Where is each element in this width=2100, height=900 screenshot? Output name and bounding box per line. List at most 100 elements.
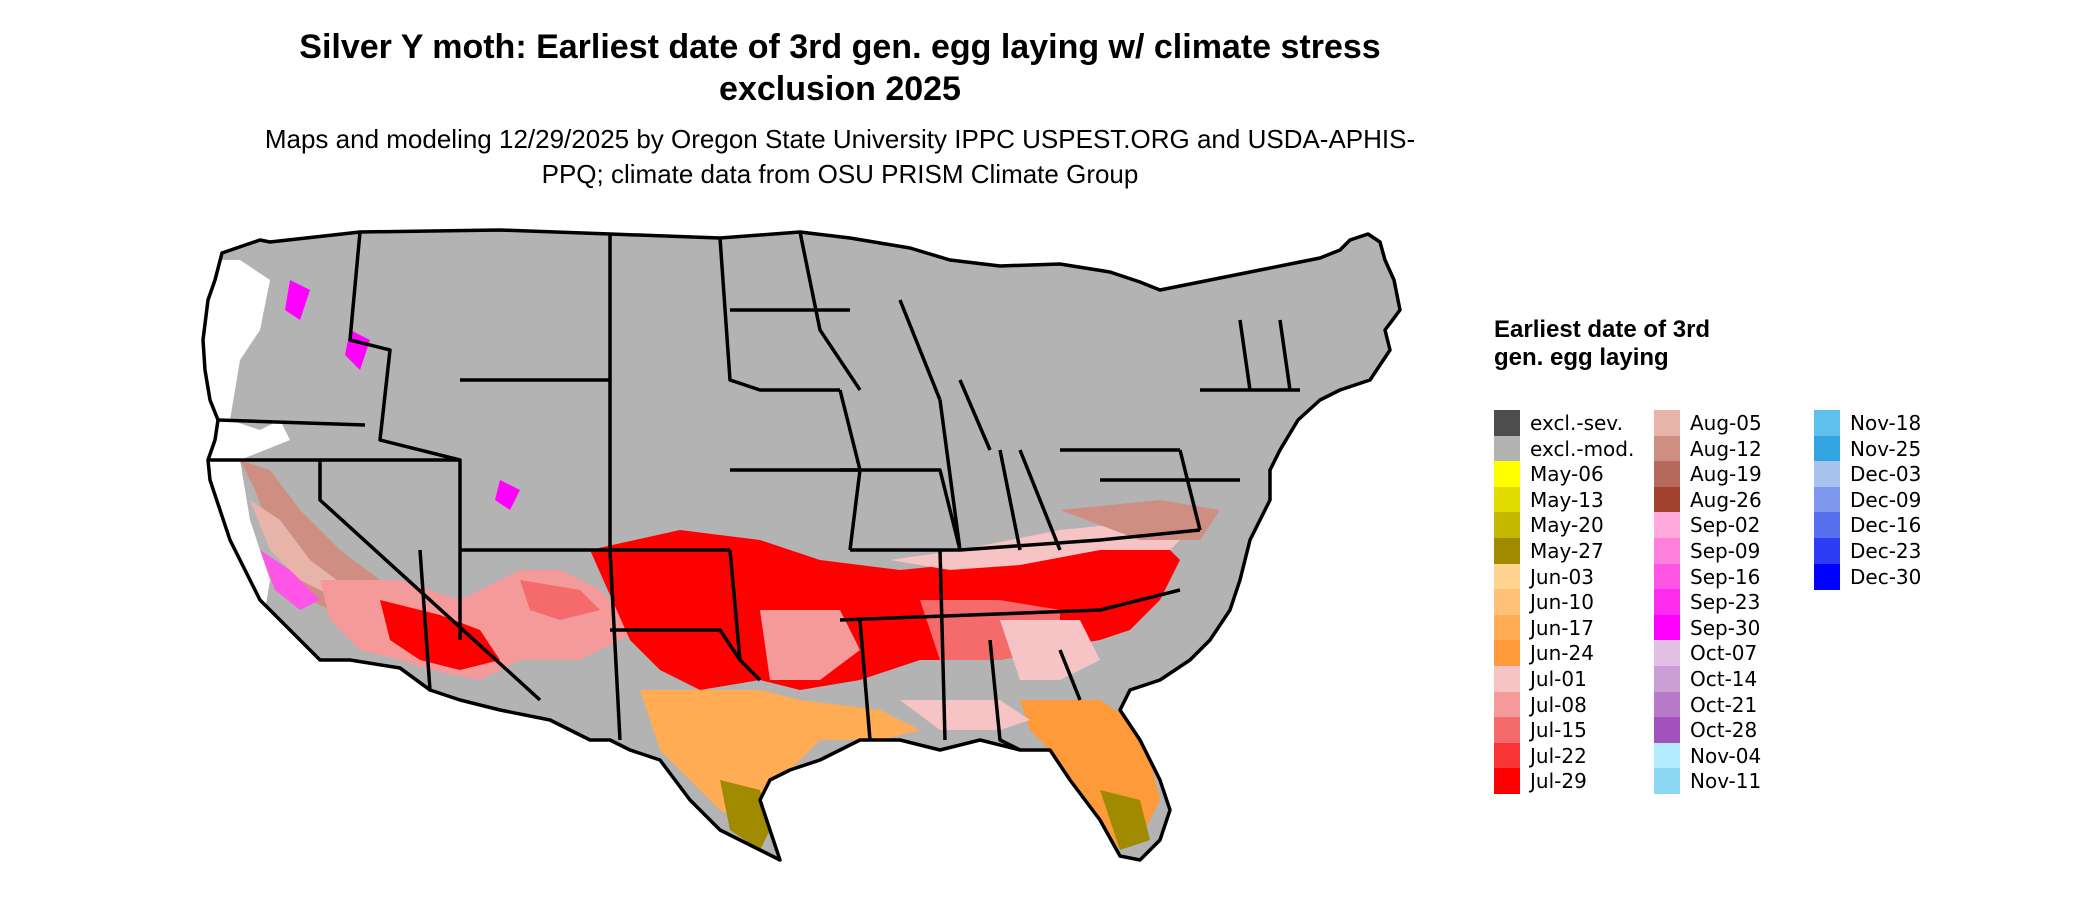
legend-swatch [1654, 410, 1680, 436]
legend-item: Jun-10 [1494, 589, 1664, 616]
legend-swatch [1494, 742, 1520, 769]
legend-item: May-06 [1494, 461, 1664, 488]
legend-swatch [1654, 563, 1680, 590]
legend-label: excl.-sev. [1530, 411, 1623, 435]
legend-swatch [1654, 614, 1680, 641]
legend-label: Aug-19 [1690, 462, 1762, 487]
legend-label: Nov-04 [1690, 743, 1762, 768]
legend-swatch [1494, 666, 1520, 692]
legend-label: May-06 [1530, 462, 1604, 487]
legend-item: Jun-03 [1494, 563, 1664, 590]
legend-label: Sep-09 [1690, 539, 1761, 563]
legend-swatch [1494, 538, 1520, 564]
legend-swatch [1494, 717, 1520, 744]
legend-item: Oct-21 [1654, 691, 1824, 718]
legend-label: Aug-05 [1690, 411, 1762, 435]
legend-swatch [1654, 512, 1680, 539]
legend-swatch [1814, 563, 1840, 590]
legend-label: May-13 [1530, 487, 1604, 512]
legend-label: Oct-28 [1690, 718, 1758, 743]
legend-label: Dec-03 [1850, 462, 1922, 487]
legend-swatch [1494, 589, 1520, 616]
legend-label: Dec-30 [1850, 564, 1922, 589]
state-borders [201, 228, 1402, 862]
legend-label: Jul-08 [1530, 692, 1587, 717]
legend-item: Aug-05 [1654, 410, 1824, 436]
legend-swatch [1654, 640, 1680, 667]
legend-swatch [1494, 691, 1520, 718]
legend-item: Jul-08 [1494, 691, 1664, 718]
legend-label: Jul-22 [1530, 743, 1587, 768]
legend-swatch [1654, 589, 1680, 616]
legend-label: Nov-18 [1850, 411, 1922, 435]
legend-label: Oct-21 [1690, 692, 1758, 717]
legend-item: Jun-17 [1494, 614, 1664, 641]
legend-item: Dec-23 [1814, 538, 1984, 564]
legend-swatch [1494, 486, 1520, 513]
legend-item: Sep-02 [1654, 512, 1824, 539]
legend-item: Sep-23 [1654, 589, 1824, 616]
legend-swatch [1494, 563, 1520, 590]
legend-item: Nov-11 [1654, 768, 1824, 795]
legend-label: May-27 [1530, 539, 1604, 563]
legend-label: Oct-07 [1690, 641, 1758, 666]
map-subtitle: Maps and modeling 12/29/2025 by Oregon S… [264, 124, 1416, 189]
map-fill [203, 230, 1400, 860]
legend-item: May-20 [1494, 512, 1664, 539]
legend-item: Jul-22 [1494, 742, 1664, 769]
legend-item: Sep-16 [1654, 563, 1824, 590]
legend-swatch [1494, 461, 1520, 488]
legend-label: Jul-15 [1530, 718, 1587, 743]
legend-swatch [1654, 486, 1680, 513]
legend-item: Dec-30 [1814, 563, 1984, 590]
legend-item: Sep-09 [1654, 538, 1824, 564]
legend-item: Jul-01 [1494, 666, 1664, 692]
legend-swatch [1494, 410, 1520, 436]
legend-label: Oct-14 [1690, 667, 1758, 691]
legend-swatch [1654, 691, 1680, 718]
legend-swatch [1494, 512, 1520, 539]
legend-label: Sep-02 [1690, 513, 1761, 538]
legend-label: Aug-12 [1690, 436, 1762, 461]
legend-swatch [1654, 461, 1680, 488]
legend-label: Jun-10 [1530, 590, 1594, 615]
legend-item: Oct-07 [1654, 640, 1824, 667]
legend-label: excl.-mod. [1530, 436, 1635, 461]
legend-swatch [1814, 512, 1840, 539]
legend-swatch [1814, 538, 1840, 564]
legend-label: Dec-16 [1850, 513, 1922, 538]
legend-item: Jul-15 [1494, 717, 1664, 744]
legend-label: Sep-30 [1690, 615, 1761, 640]
legend-item: Aug-26 [1654, 486, 1824, 513]
legend-item: May-13 [1494, 486, 1664, 513]
legend-swatch [1494, 614, 1520, 641]
legend-label: Jun-17 [1530, 615, 1594, 640]
legend-label: Jun-03 [1530, 564, 1594, 589]
legend-item: excl.-sev. [1494, 410, 1664, 436]
legend-swatch [1654, 435, 1680, 462]
legend-item: Jul-29 [1494, 768, 1664, 795]
legend-label: Jul-29 [1530, 769, 1587, 794]
legend-label: Dec-09 [1850, 487, 1922, 512]
legend-swatch [1814, 486, 1840, 513]
legend-label: Jun-24 [1530, 641, 1594, 666]
legend-swatch [1494, 768, 1520, 795]
legend-item: Dec-16 [1814, 512, 1984, 539]
legend-item: excl.-mod. [1494, 435, 1664, 462]
legend-item: Nov-04 [1654, 742, 1824, 769]
us-map [201, 228, 1402, 862]
legend-title: Earliest date of 3rd gen. egg laying [1494, 316, 1711, 371]
legend-item: May-27 [1494, 538, 1664, 564]
legend-swatch [1654, 666, 1680, 692]
legend-item: Dec-03 [1814, 461, 1984, 488]
legend-swatch [1814, 435, 1840, 462]
legend-item: Nov-25 [1814, 435, 1984, 462]
legend-item: Jun-24 [1494, 640, 1664, 667]
legend-label: Nov-11 [1690, 769, 1762, 794]
legend-label: May-20 [1530, 513, 1604, 538]
map-title: Silver Y moth: Earliest date of 3rd gen.… [299, 28, 1381, 108]
legend-item: Aug-12 [1654, 435, 1824, 462]
legend-item: Nov-18 [1814, 410, 1984, 436]
legend-label: Nov-25 [1850, 436, 1922, 461]
legend-item: Oct-14 [1654, 666, 1824, 692]
